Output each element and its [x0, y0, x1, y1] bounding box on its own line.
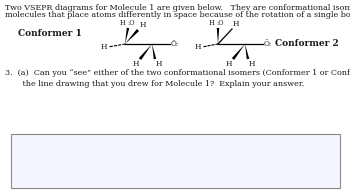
Text: Two VSEPR diagrams for Molecule 1 are given below.   They are conformational iso: Two VSEPR diagrams for Molecule 1 are gi… [5, 4, 350, 12]
Text: H: H [249, 60, 256, 68]
Polygon shape [245, 44, 249, 59]
Polygon shape [152, 44, 156, 59]
Text: Conformer 2: Conformer 2 [275, 40, 339, 49]
Text: H: H [208, 19, 214, 27]
Bar [10, 134, 340, 188]
Text: H: H [133, 60, 139, 68]
Polygon shape [125, 28, 129, 44]
Text: molecules that place atoms differently in space because of the rotation of a sin: molecules that place atoms differently i… [5, 11, 350, 19]
Polygon shape [139, 44, 152, 60]
Text: Ö:: Ö: [171, 40, 179, 48]
Text: Ö:: Ö: [264, 40, 272, 48]
Polygon shape [232, 44, 245, 60]
Text: :O: :O [216, 19, 224, 27]
Text: H: H [233, 20, 239, 28]
Text: H: H [140, 21, 147, 29]
Polygon shape [217, 28, 219, 44]
Text: H: H [225, 60, 232, 68]
Text: H: H [156, 60, 162, 68]
Text: Conformer 1: Conformer 1 [18, 30, 82, 39]
Text: H: H [100, 43, 107, 51]
Text: 3.  (a)  Can you “see” either of the two conformational isomers (Conformer 1 or : 3. (a) Can you “see” either of the two c… [5, 69, 350, 88]
Text: H: H [195, 43, 201, 51]
Polygon shape [125, 29, 139, 44]
Text: :O: :O [127, 19, 134, 27]
Text: H: H [119, 19, 125, 27]
